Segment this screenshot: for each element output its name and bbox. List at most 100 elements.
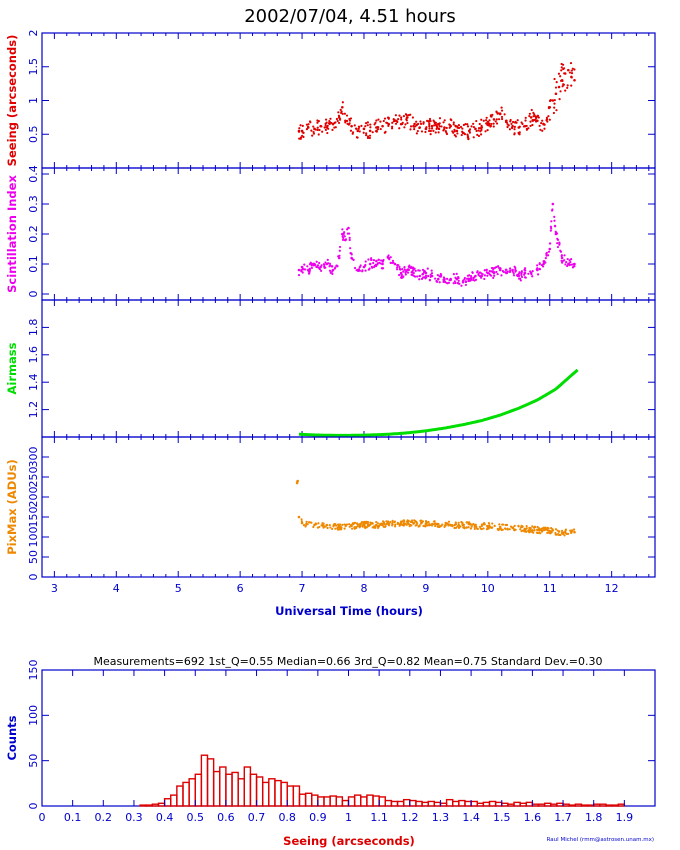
x-tick-label: 1.8: [585, 811, 603, 824]
data-point: [542, 261, 545, 265]
data-point: [516, 273, 519, 276]
data-point: [312, 130, 315, 134]
y-tick-label: 1.5: [27, 58, 40, 76]
data-point: [356, 136, 359, 139]
data-point: [550, 220, 553, 223]
x-tick-label: 11: [543, 582, 557, 595]
data-point: [415, 123, 418, 126]
data-point: [427, 521, 430, 524]
data-point: [524, 269, 527, 272]
data-point: [362, 131, 365, 134]
data-point: [379, 522, 382, 525]
data-point: [346, 232, 349, 235]
data-point: [318, 261, 321, 265]
data-point: [297, 268, 301, 272]
data-point: [392, 118, 395, 121]
data-point: [332, 525, 335, 528]
panel-1: 0.5 1 1.5 2 Seeing (arcseconds): [5, 30, 656, 169]
histogram-stats: Measurements=692 1st_Q=0.55 Median=0.66 …: [93, 655, 602, 668]
data-point: [471, 271, 474, 275]
histogram-bar: [390, 800, 399, 807]
data-point: [512, 274, 516, 277]
data-point: [335, 117, 339, 121]
data-point: [466, 133, 469, 136]
data-point: [337, 111, 340, 114]
y-tick-label: 0.4: [27, 165, 40, 183]
data-point: [329, 526, 332, 529]
data-point: [305, 522, 308, 525]
data-point: [345, 119, 349, 123]
histogram-bar: [525, 801, 534, 807]
data-point: [324, 124, 327, 127]
data-point: [456, 132, 459, 135]
data-point: [307, 521, 311, 524]
data-point: [326, 258, 329, 261]
data-point: [503, 527, 507, 530]
data-point: [485, 524, 489, 528]
data-point: [301, 268, 304, 271]
data-point: [349, 129, 353, 132]
data-point: [443, 525, 446, 528]
data-point: [326, 526, 329, 530]
data-point: [572, 528, 576, 531]
data-point: [540, 530, 543, 533]
data-point: [301, 124, 304, 127]
data-point: [536, 264, 539, 267]
data-point: [442, 121, 445, 124]
histogram-bar: [464, 800, 472, 807]
histogram-bar: [360, 796, 368, 807]
data-point: [469, 275, 473, 278]
histogram-bar: [409, 799, 417, 807]
data-point: [553, 77, 556, 81]
data-point: [399, 522, 402, 525]
data-point: [475, 525, 478, 528]
data-point: [476, 527, 479, 531]
data-point: [468, 128, 472, 131]
data-point: [409, 520, 412, 523]
data-point: [500, 106, 503, 109]
data-point: [555, 232, 559, 235]
data-point: [533, 113, 536, 116]
data-point: [461, 127, 464, 130]
data-point: [443, 126, 446, 129]
data-point: [421, 273, 425, 276]
data-point: [343, 231, 346, 234]
data-point: [448, 124, 452, 127]
data-point: [571, 67, 574, 70]
histogram-bar: [225, 773, 233, 807]
histogram-bar: [311, 794, 319, 807]
data-point: [472, 276, 475, 280]
y-axis-label: Scintillation Index: [5, 175, 19, 293]
data-point: [338, 249, 341, 252]
histogram-bar: [494, 801, 503, 807]
data-point: [437, 131, 440, 134]
data-point: [519, 279, 522, 282]
data-point: [547, 250, 551, 253]
data-point: [536, 531, 539, 535]
data-point: [518, 131, 521, 134]
histogram-bar: [261, 781, 270, 807]
data-point: [417, 525, 420, 528]
data-point: [508, 528, 511, 531]
data-point: [396, 264, 399, 267]
data-point: [437, 278, 440, 281]
data-point: [473, 525, 476, 529]
data-point: [360, 124, 363, 127]
data-point: [455, 272, 458, 275]
data-point: [525, 527, 528, 530]
data-point: [474, 127, 477, 131]
x-tick-label: 4: [113, 582, 120, 595]
data-point: [371, 131, 374, 134]
data-point: [513, 132, 516, 135]
data-point: [559, 75, 562, 78]
data-point: [429, 273, 432, 276]
data-point: [418, 274, 422, 278]
data-point: [533, 526, 536, 529]
data-point: [485, 528, 489, 531]
y-tick-label: 0: [27, 803, 40, 810]
data-point: [402, 115, 406, 118]
data-point: [543, 260, 546, 263]
histogram-bar: [139, 804, 147, 807]
data-point: [542, 527, 546, 530]
data-point: [572, 262, 576, 266]
